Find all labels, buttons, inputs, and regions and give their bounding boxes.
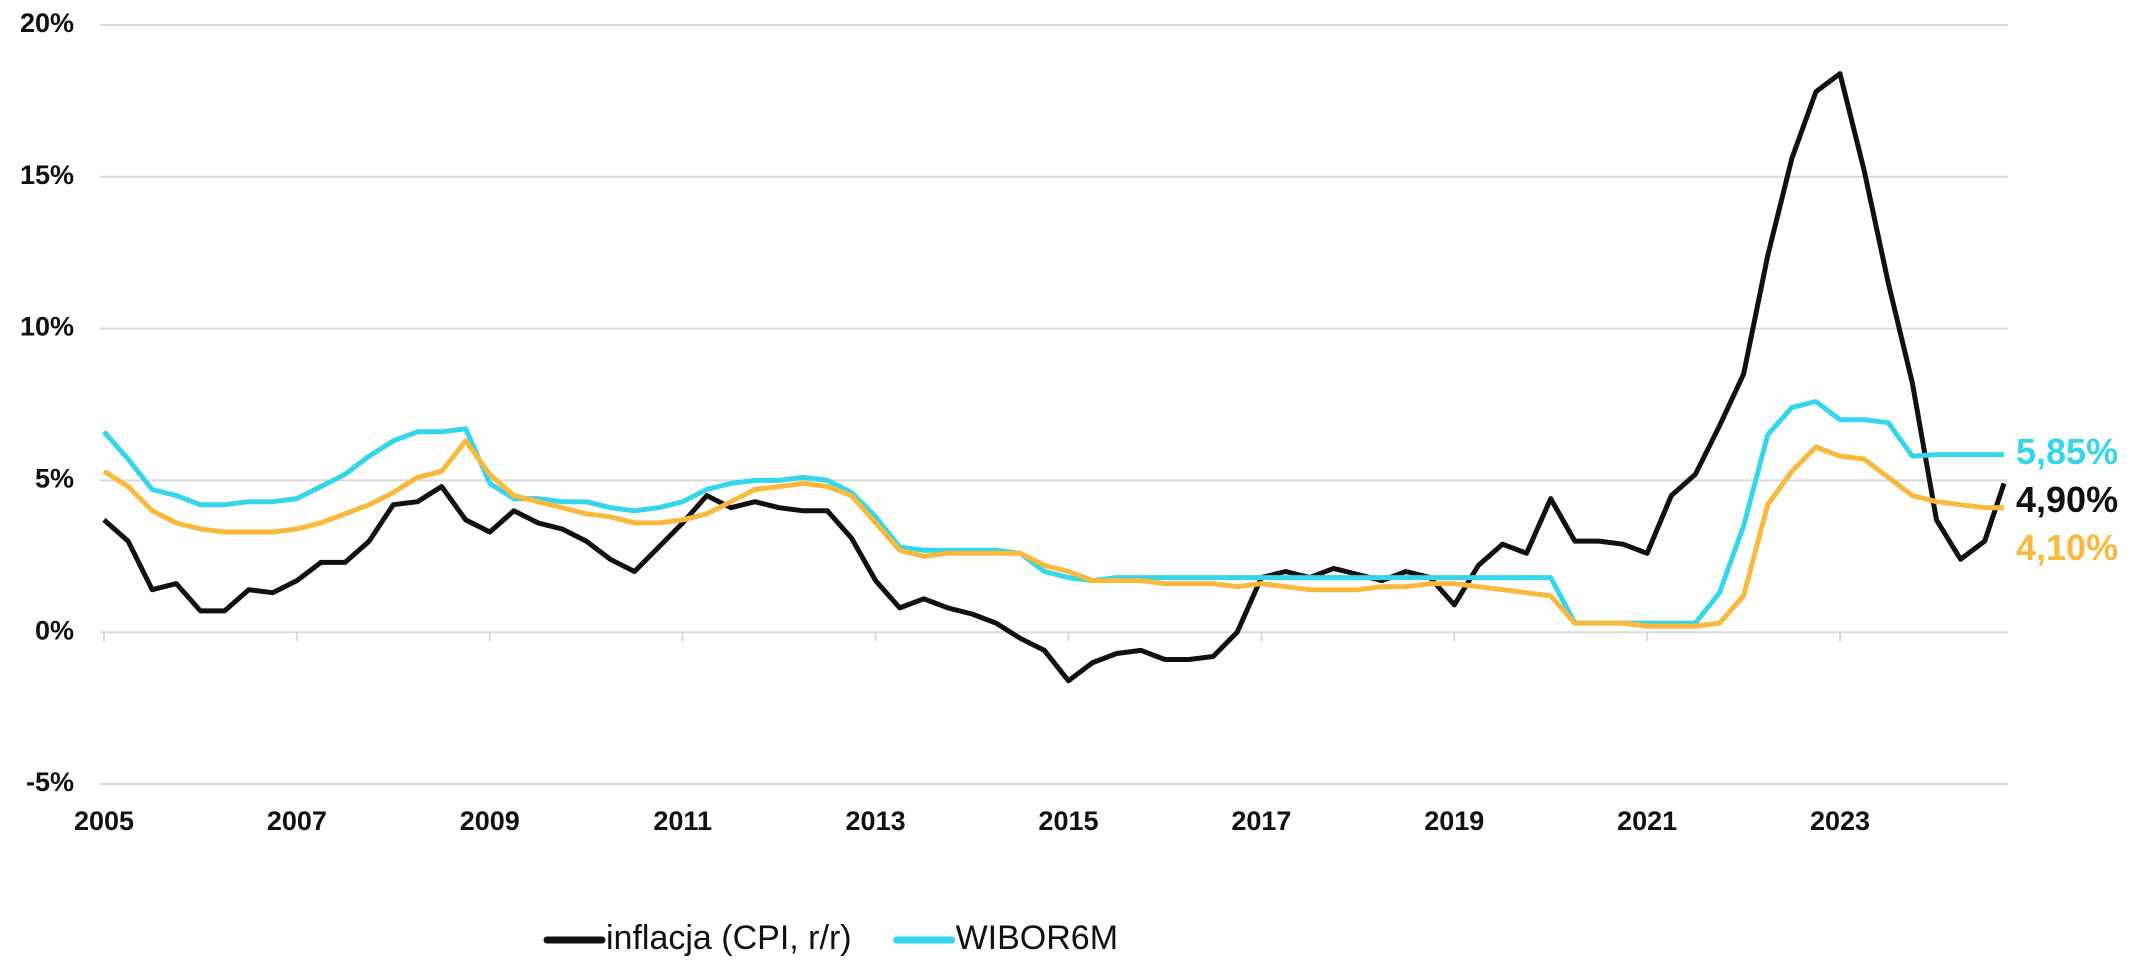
- y-tick-label: 0%: [35, 615, 74, 645]
- x-tick-label: 2009: [460, 806, 520, 836]
- x-tick-label: 2015: [1038, 806, 1098, 836]
- x-tick-label: 2023: [1810, 806, 1870, 836]
- x-tick-label: 2007: [267, 806, 327, 836]
- series-line: [102, 71, 2007, 684]
- series-line: [102, 438, 2004, 629]
- x-tick-label: 2019: [1424, 806, 1484, 836]
- legend-label: inflacja (CPI, r/r): [606, 919, 852, 957]
- x-tick-label: 2021: [1617, 806, 1677, 836]
- y-tick-label: 10%: [20, 312, 74, 342]
- x-tick-label: 2013: [846, 806, 906, 836]
- end-label: 4,90%: [2016, 479, 2118, 520]
- x-tick-label: 2011: [653, 806, 712, 836]
- y-tick-label: 5%: [35, 464, 74, 494]
- y-tick-label: -5%: [26, 767, 74, 797]
- x-tick-label: 2017: [1231, 806, 1291, 836]
- legend-label: WIBOR6M: [956, 919, 1118, 957]
- end-label: 5,85%: [2016, 431, 2118, 472]
- x-tick-label: 2005: [74, 806, 134, 836]
- y-tick-label: 15%: [20, 160, 74, 190]
- end-label: 4,10%: [2016, 527, 2118, 568]
- y-tick-label: 20%: [20, 8, 74, 38]
- series-line: [102, 399, 2004, 626]
